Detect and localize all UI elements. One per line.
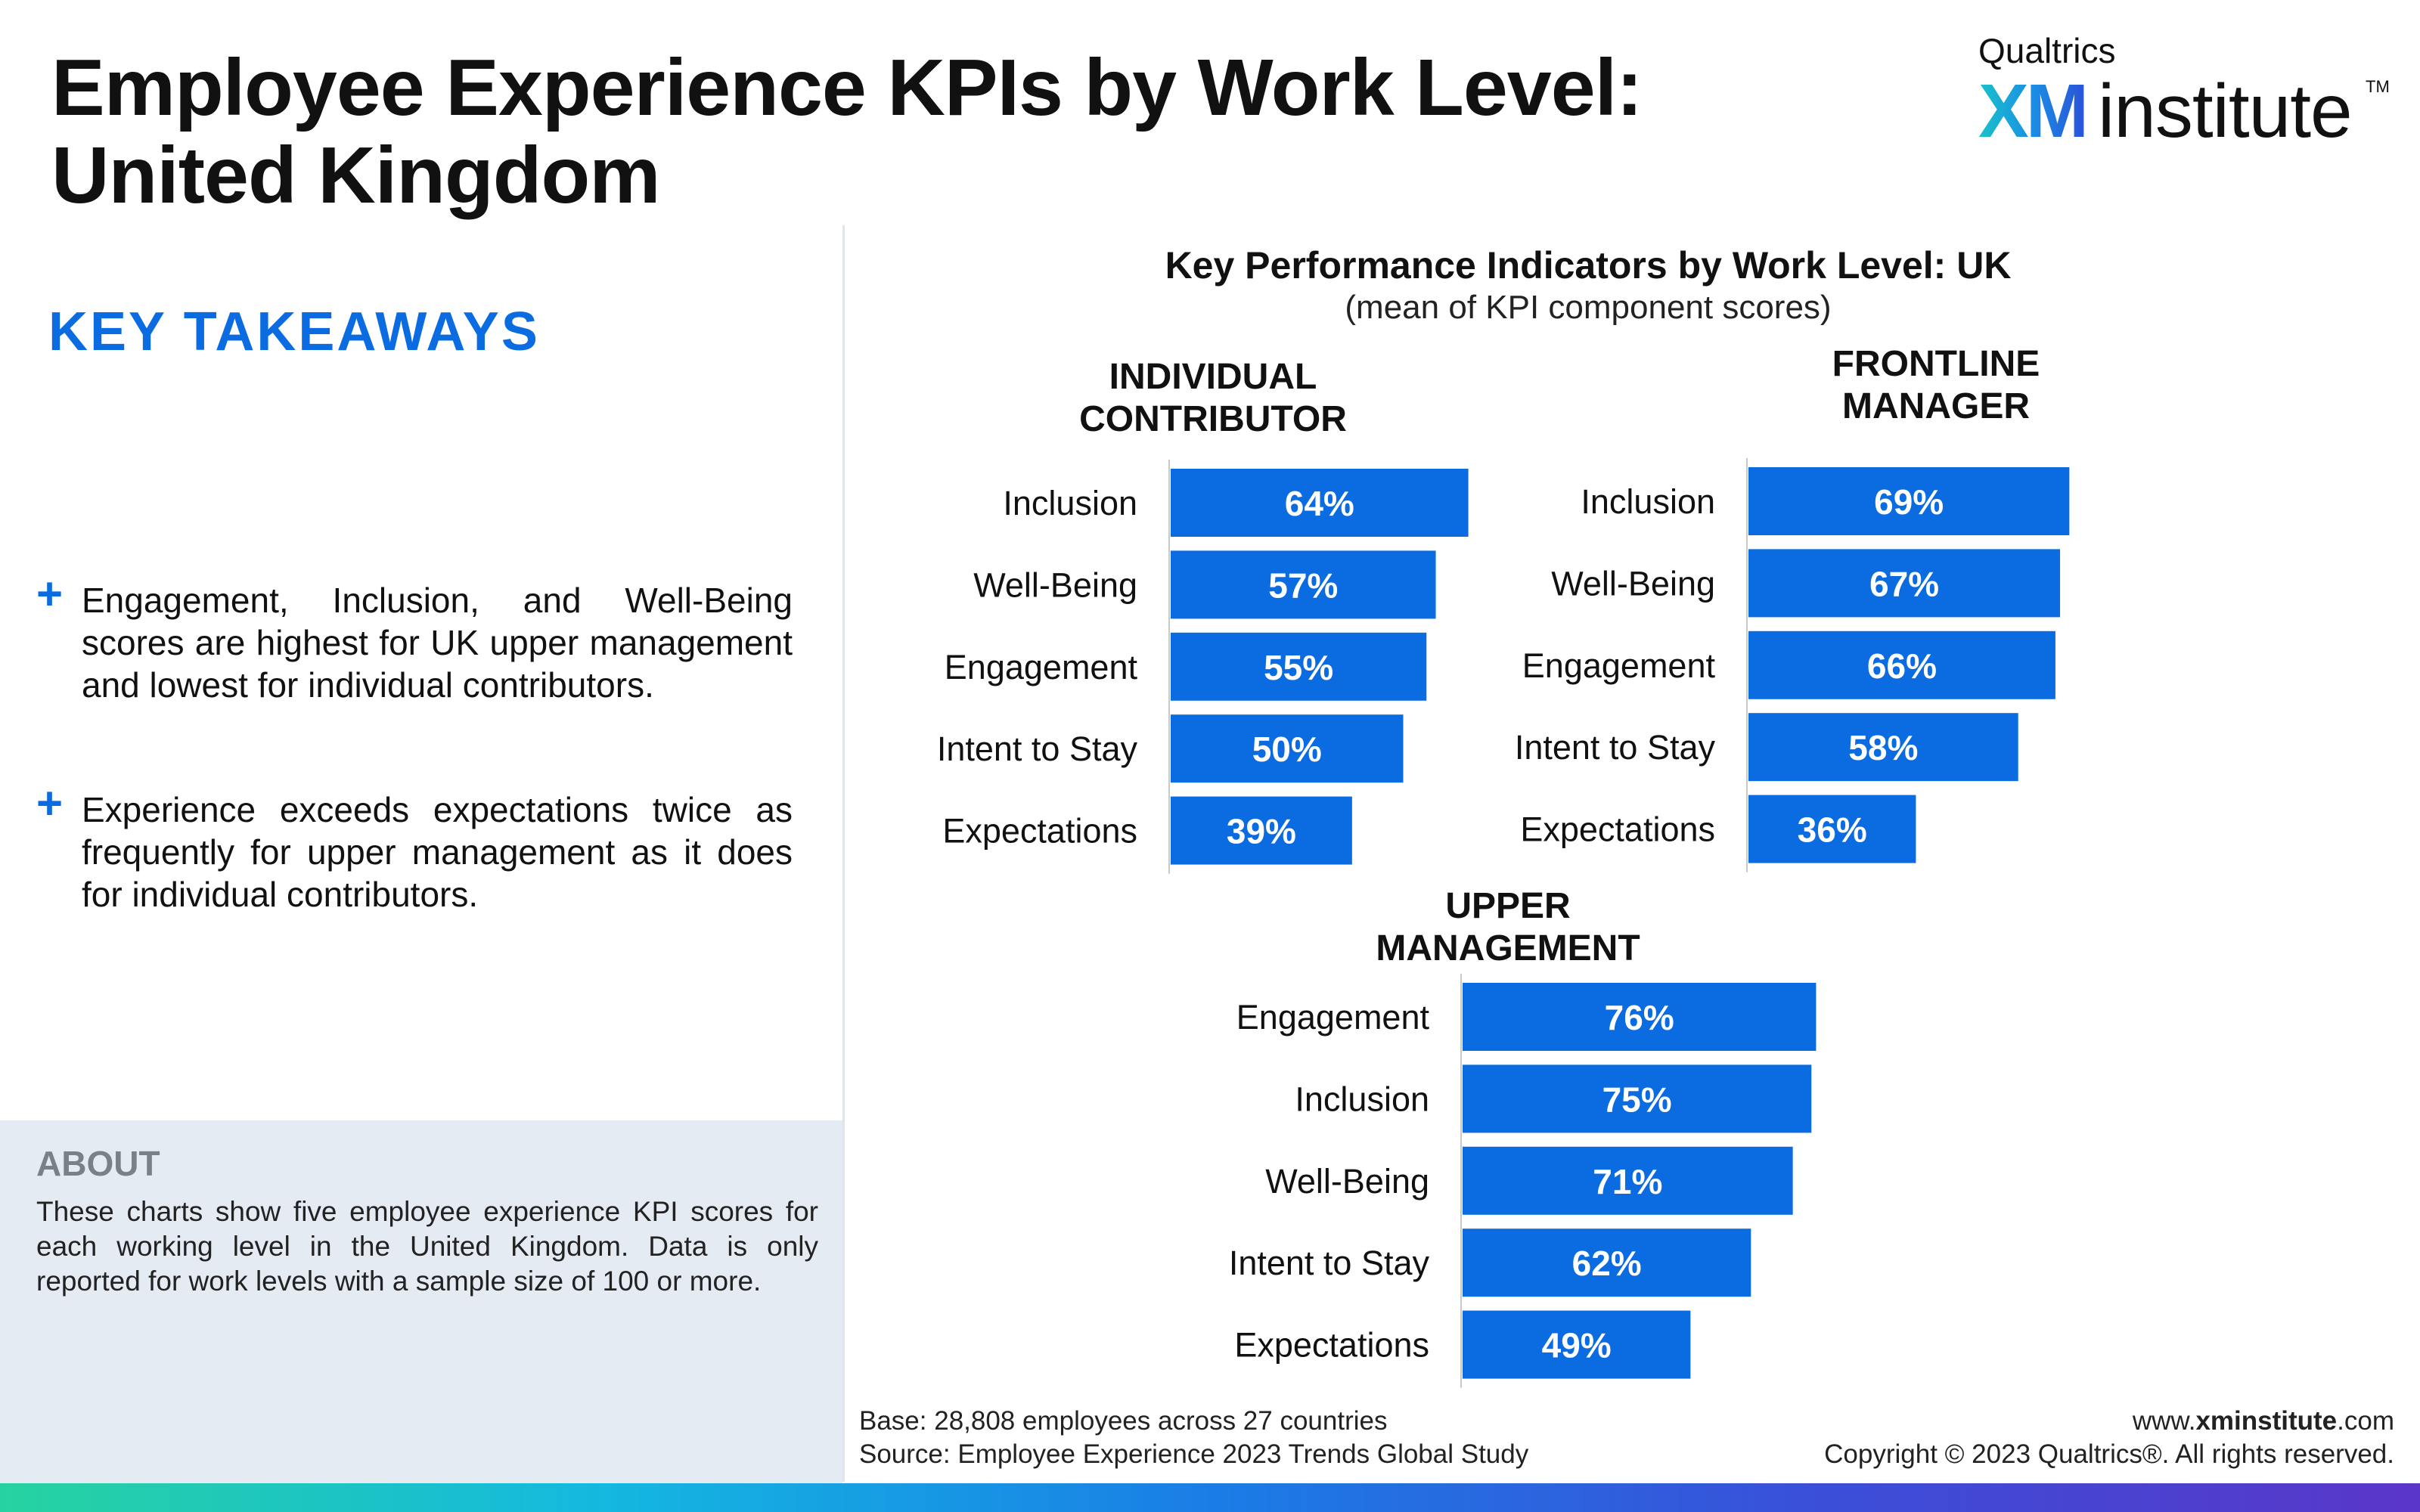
footer-url-suffix: .com <box>2337 1406 2394 1436</box>
frontline-manager-category-label: Inclusion <box>1581 482 1715 521</box>
upper-management-data-label: 49% <box>1542 1326 1612 1365</box>
frontline-manager-data-label: 66% <box>1867 646 1937 686</box>
page-title-line-2: United Kingdom <box>51 131 660 220</box>
about-heading: ABOUT <box>36 1144 160 1183</box>
upper-management-category-label: Inclusion <box>1295 1080 1429 1118</box>
upper-management-title: MANAGEMENT <box>1376 928 1640 968</box>
upper-management-data-label: 75% <box>1602 1080 1672 1119</box>
upper-management-bar <box>1463 1064 1812 1133</box>
footer-url-prefix: www. <box>2132 1406 2196 1436</box>
frontline-manager-data-label: 36% <box>1798 810 1867 850</box>
upper-management-bar <box>1463 1146 1793 1215</box>
frontline-manager-bar <box>1748 549 2061 618</box>
about-panel: ABOUT These charts show five employee ex… <box>0 1120 842 1483</box>
individual-contributor-category-label: Expectations <box>942 812 1137 850</box>
takeaway-item-1: + Engagement, Inclusion, and Well-Being … <box>36 572 793 706</box>
frontline-manager-bar <box>1748 795 1916 863</box>
individual-contributor-title: CONTRIBUTOR <box>1079 399 1347 439</box>
upper-management-bar <box>1463 1310 1691 1379</box>
footer-left: Base: 28,808 employees across 27 countri… <box>859 1405 1528 1471</box>
page-title-line-1: Employee Experience KPIs by Work Level: <box>51 43 1643 132</box>
logo-institute-text: institute <box>2098 69 2353 153</box>
plus-icon: + <box>36 778 64 829</box>
upper-management-category-label: Engagement <box>1236 998 1430 1036</box>
frontline-manager-bar <box>1748 467 2070 535</box>
individual-contributor-category-label: Engagement <box>945 648 1138 686</box>
individual-contributor-bar <box>1171 469 1469 537</box>
individual-contributor-category-label: Inclusion <box>1003 484 1137 522</box>
upper-management-category-label: Expectations <box>1234 1326 1429 1365</box>
individual-contributor-data-label: 55% <box>1264 648 1333 687</box>
individual-contributor-bar <box>1171 714 1404 783</box>
individual-contributor-data-label: 57% <box>1268 565 1338 605</box>
upper-management-data-label: 76% <box>1605 998 1674 1037</box>
column-divider <box>842 225 845 1482</box>
about-text: These charts show five employee experien… <box>36 1196 818 1297</box>
logo-qualtrics-text: Qualtrics <box>1978 31 2116 70</box>
footer-url: www.xminstitute.com <box>1824 1405 2394 1438</box>
frontline-manager-category-label: Intent to Stay <box>1515 728 1716 767</box>
footer-url-bold: xminstitute <box>2195 1406 2338 1436</box>
individual-contributor-data-label: 64% <box>1285 484 1354 523</box>
upper-management-data-label: 62% <box>1572 1244 1642 1283</box>
upper-management-bar <box>1463 1228 1751 1297</box>
individual-contributor-data-label: 39% <box>1227 812 1296 851</box>
frontline-manager-title: FRONTLINE <box>1832 344 2040 384</box>
logo-trademark: TM <box>2366 77 2390 96</box>
frontline-manager-bar <box>1748 713 2018 782</box>
individual-contributor-category-label: Well-Being <box>973 565 1137 604</box>
individual-contributor-bar <box>1171 796 1352 865</box>
takeaway-text-1: Engagement, Inclusion, and Well-Being sc… <box>82 581 793 705</box>
footer-base: Base: 28,808 employees across 27 countri… <box>859 1406 1388 1436</box>
frontline-manager-data-label: 69% <box>1874 482 1944 522</box>
individual-contributor-title: INDIVIDUAL <box>1109 357 1317 397</box>
frontline-manager-category-label: Expectations <box>1520 810 1715 849</box>
key-takeaways-heading: KEY TAKEAWAYS <box>48 302 540 362</box>
upper-management-bar <box>1463 983 1817 1051</box>
xm-institute-logo: Qualtrics XM institute TM <box>1978 30 2390 153</box>
individual-contributor-bar <box>1171 550 1436 619</box>
logo-xm-text: XM <box>1978 69 2089 153</box>
frontline-manager-category-label: Engagement <box>1522 646 1716 685</box>
footer-source: Source: Employee Experience 2023 Trends … <box>859 1439 1529 1469</box>
bottom-gradient-bar <box>0 1483 2420 1512</box>
plus-icon: + <box>36 569 64 619</box>
upper-management-category-label: Well-Being <box>1265 1162 1429 1201</box>
chart-title: Key Performance Indicators by Work Level… <box>1165 244 2012 287</box>
upper-management-title: UPPER <box>1445 886 1570 926</box>
frontline-manager-data-label: 58% <box>1848 728 1918 767</box>
footer-copyright: Copyright © 2023 Qualtrics®. All rights … <box>1824 1439 2394 1469</box>
frontline-manager-data-label: 67% <box>1869 564 1939 603</box>
takeaway-text-2: Experience exceeds expectations twice as… <box>82 790 793 914</box>
individual-contributor-data-label: 50% <box>1252 730 1322 769</box>
individual-contributor-category-label: Intent to Stay <box>937 730 1138 768</box>
individual-contributor-bar <box>1171 632 1427 701</box>
upper-management-category-label: Intent to Stay <box>1229 1244 1430 1282</box>
page-title: Employee Experience KPIs by Work Level: … <box>51 44 1791 219</box>
footer-right: www.xminstitute.com Copyright © 2023 Qua… <box>1824 1405 2394 1471</box>
upper-management-data-label: 71% <box>1593 1162 1662 1201</box>
frontline-manager-category-label: Well-Being <box>1551 564 1715 603</box>
frontline-manager-title: MANAGER <box>1842 386 2030 426</box>
frontline-manager-bar <box>1748 631 2055 699</box>
takeaway-item-2: + Experience exceeds expectations twice … <box>36 781 793 916</box>
chart-subtitle: (mean of KPI component scores) <box>1345 289 1832 326</box>
